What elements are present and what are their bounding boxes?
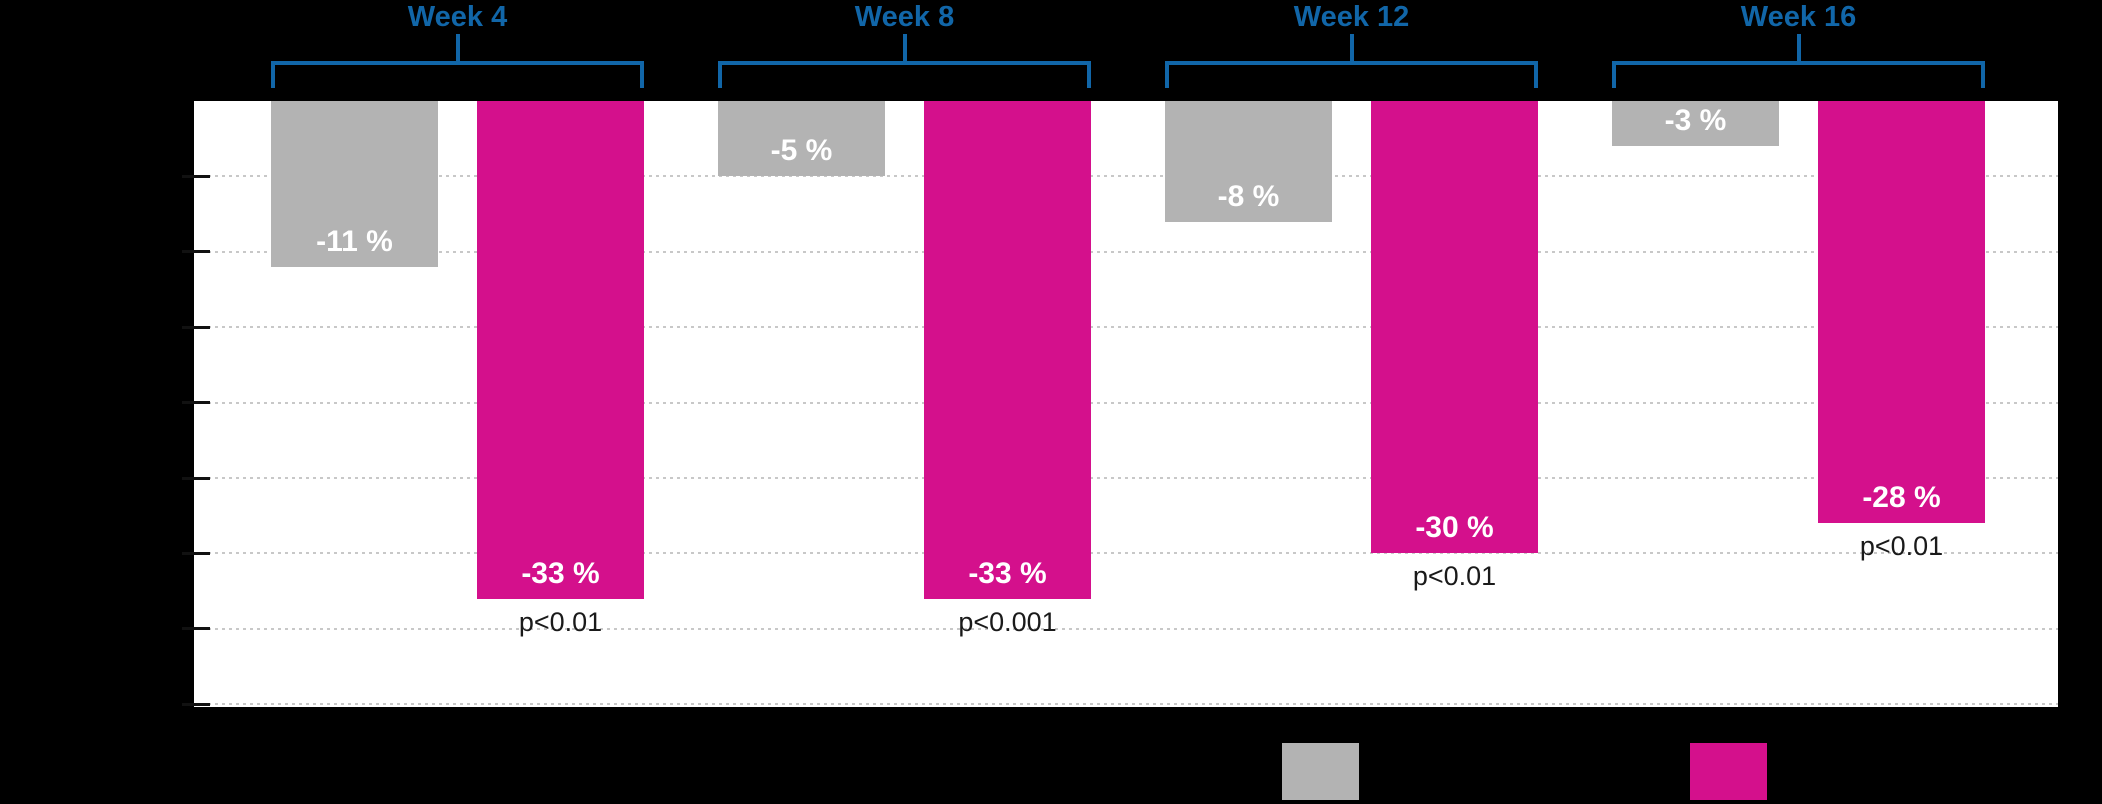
y-axis-tick xyxy=(182,401,210,405)
bracket-line xyxy=(1981,61,1985,88)
bracket-line xyxy=(455,34,460,63)
y-axis-tick xyxy=(182,325,210,329)
bracket-line xyxy=(902,34,907,63)
bar-value-label: -8 % xyxy=(1217,180,1280,213)
bar-value-label: -30 % xyxy=(1415,511,1494,544)
bar-value-label: -5 % xyxy=(770,134,833,167)
gridline xyxy=(194,477,2058,479)
bracket-line xyxy=(1165,61,1169,88)
bar-value-label: -11 % xyxy=(316,225,393,258)
gridline xyxy=(194,175,2058,178)
bar-gray-week-12: -8 % xyxy=(1165,101,1332,222)
bracket-line xyxy=(1349,34,1354,63)
bar-gray-week-8: -5 % xyxy=(718,101,885,176)
p-value-label: p<0.001 xyxy=(958,607,1057,637)
p-value-label: p<0.01 xyxy=(1412,561,1497,591)
bar-value-label: -28 % xyxy=(1862,481,1941,514)
y-axis-tick xyxy=(182,551,210,555)
bar-magenta-week-12: -30 % xyxy=(1371,101,1538,553)
bracket-line xyxy=(640,61,644,88)
bar-magenta-week-8: -33 % xyxy=(924,101,1091,599)
bracket-line xyxy=(271,61,644,65)
group-label-week-12: Week 12 xyxy=(1293,1,1410,33)
gridline xyxy=(194,627,2058,630)
bar-magenta-week-16: -28 % xyxy=(1818,101,1985,523)
bracket-line xyxy=(718,61,722,88)
y-axis-tick xyxy=(182,250,210,254)
y-axis-tick xyxy=(182,174,210,178)
y-axis-tick xyxy=(182,702,210,706)
bracket-line xyxy=(1612,61,1985,65)
y-axis-tick xyxy=(182,627,210,631)
gridline xyxy=(194,703,2058,706)
bar-gray-week-16: -3 % xyxy=(1612,101,1779,146)
p-value-label: p<0.01 xyxy=(518,607,603,637)
bar-magenta-week-4: -33 % xyxy=(477,101,644,599)
bracket-line xyxy=(1796,34,1801,63)
bracket-line xyxy=(271,61,275,88)
legend-swatch-magenta xyxy=(1690,743,1767,800)
bracket-line xyxy=(1612,61,1616,88)
bracket-line xyxy=(1087,61,1091,88)
bracket-line xyxy=(1165,61,1538,65)
legend-swatch-gray xyxy=(1282,743,1359,800)
gridline xyxy=(194,326,2058,329)
plot-area: -11 % -33 % p<0.01 -5 % -33 % p<0.001 -8 % -30 … xyxy=(194,101,2058,707)
bracket-line xyxy=(718,61,1091,65)
group-label-week-16: Week 16 xyxy=(1740,1,1857,33)
bar-gray-week-4: -11 % xyxy=(271,101,438,267)
gridline xyxy=(194,401,2058,404)
bracket-line xyxy=(1534,61,1538,88)
gridline xyxy=(194,552,2058,555)
bar-value-label: -33 % xyxy=(521,557,600,590)
bar-value-label: -3 % xyxy=(1664,104,1727,137)
gridline xyxy=(194,250,2058,253)
bar-value-label: -33 % xyxy=(968,557,1047,590)
p-value-label: p<0.01 xyxy=(1859,531,1944,561)
y-axis-tick xyxy=(182,476,210,480)
group-label-week-4: Week 4 xyxy=(407,1,508,33)
group-label-week-8: Week 8 xyxy=(854,1,955,33)
